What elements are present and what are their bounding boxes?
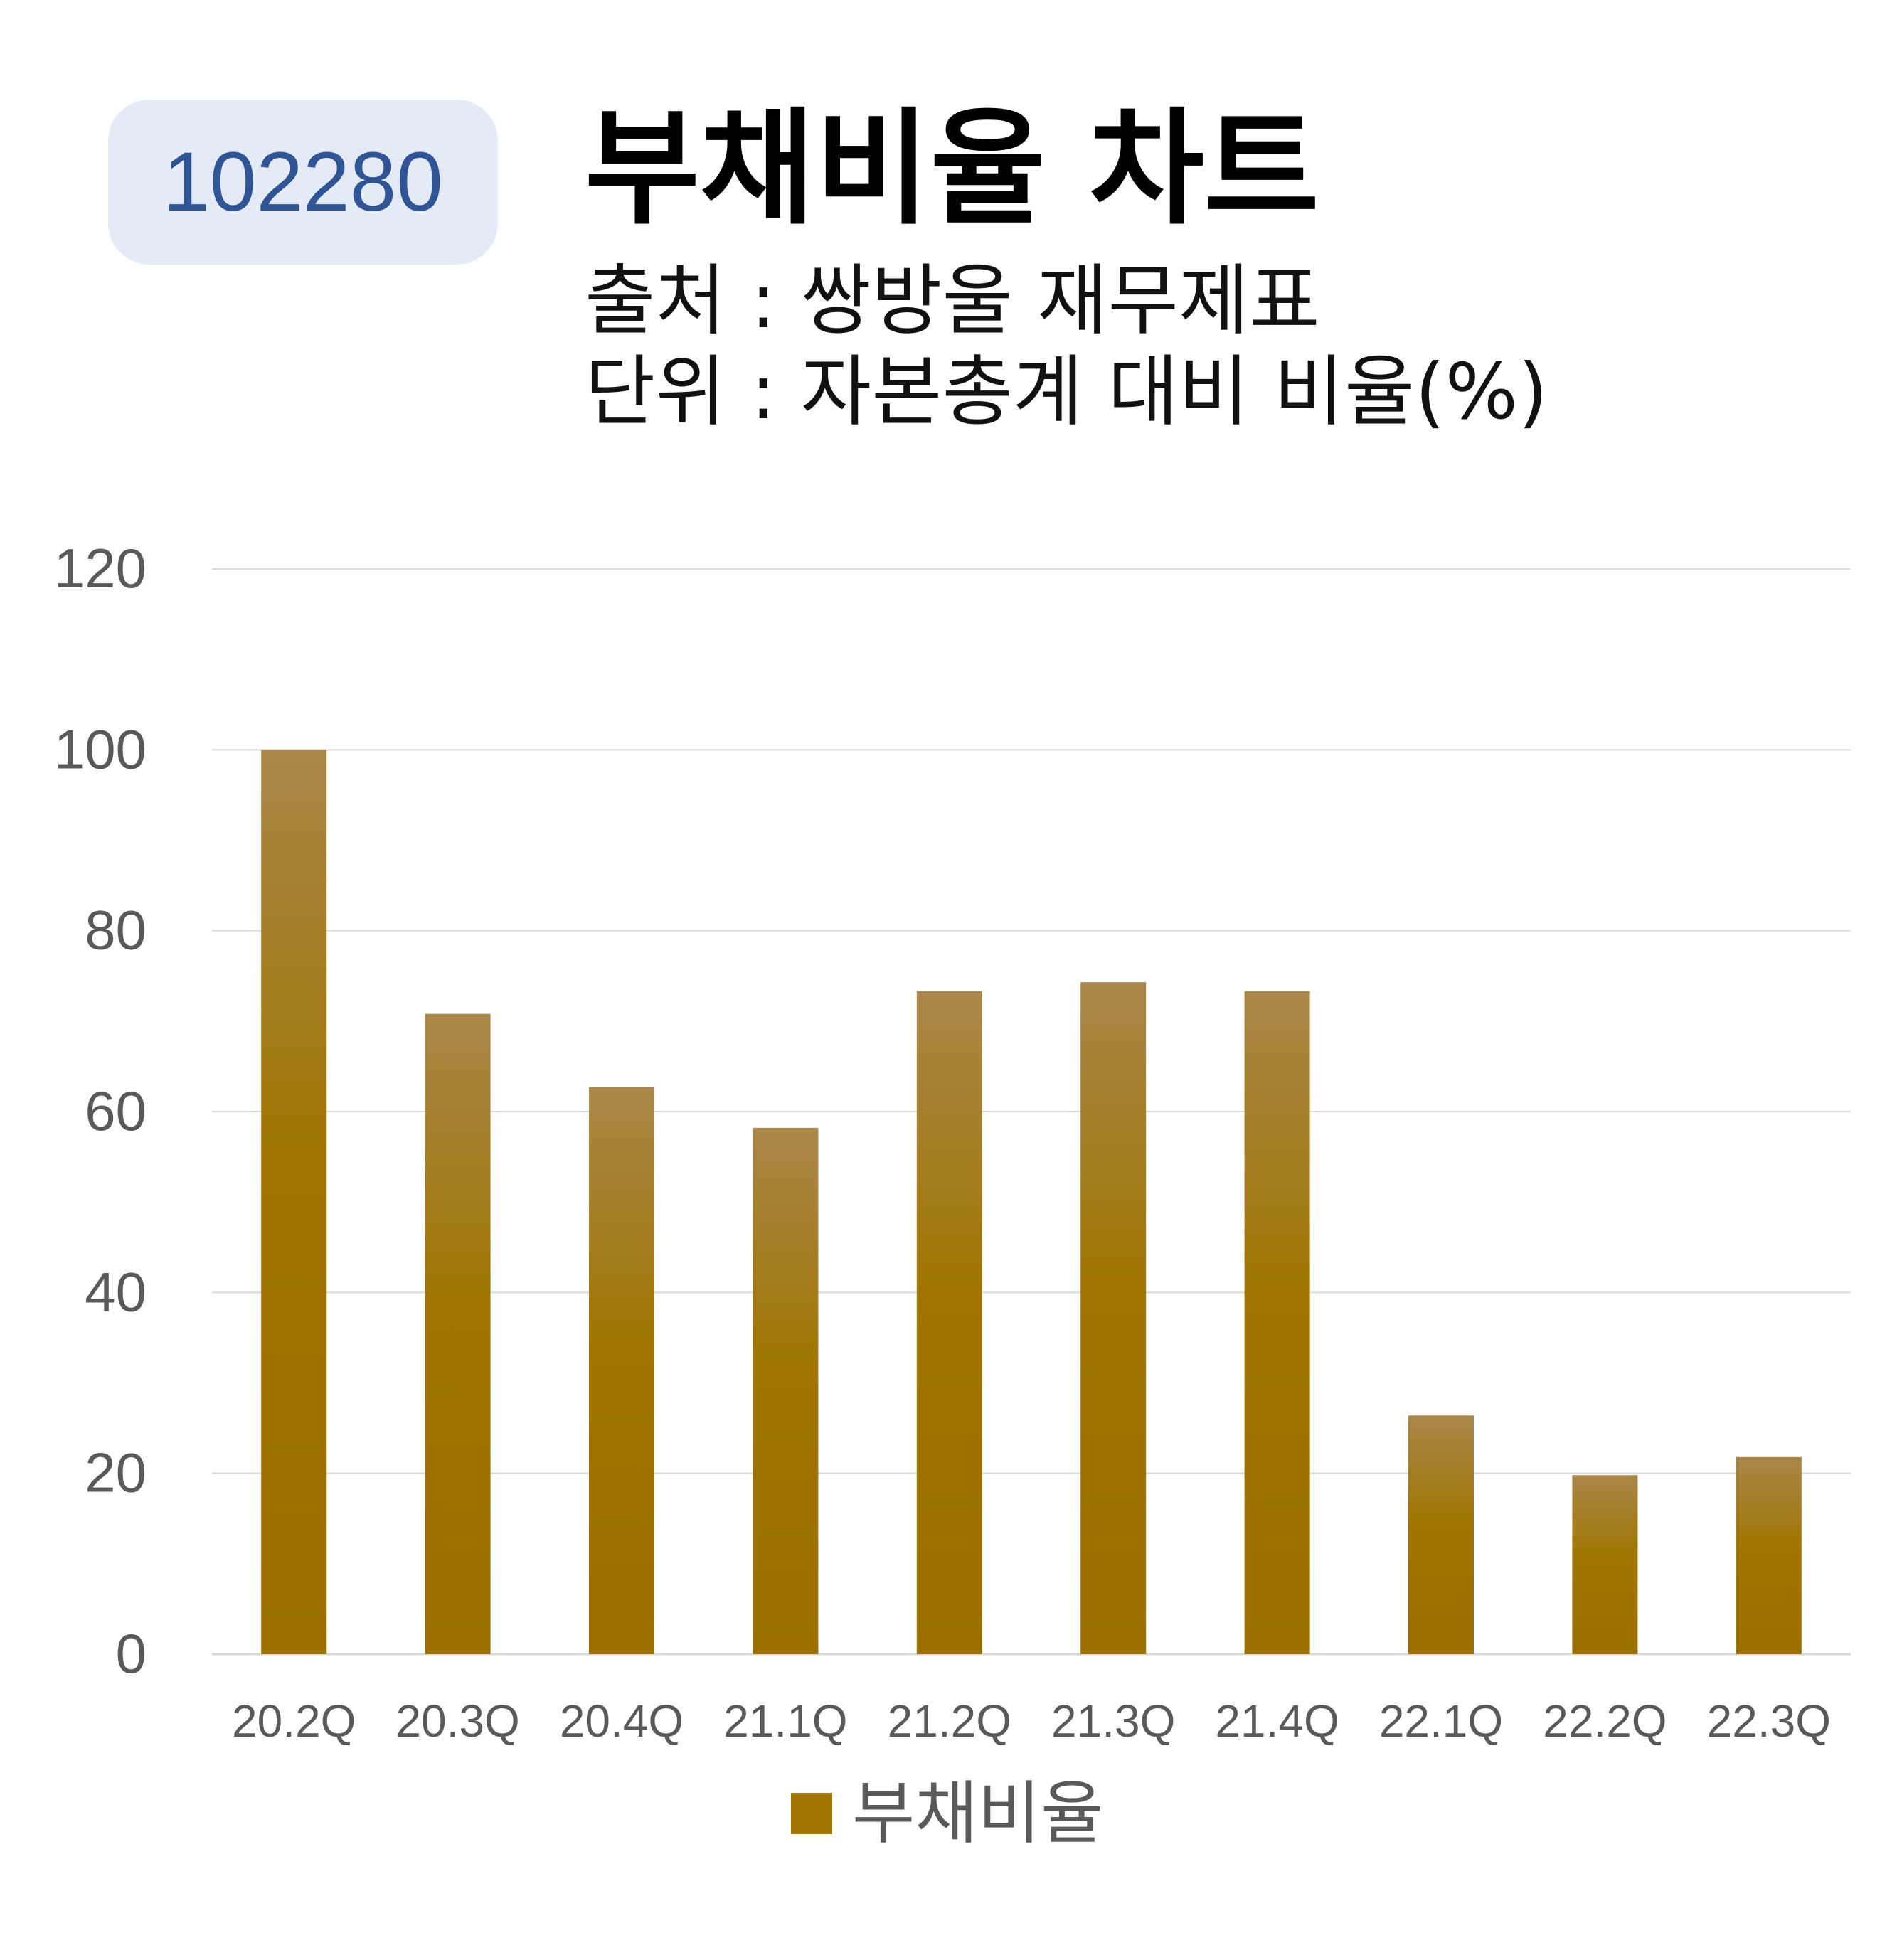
y-tick-label: 100 bbox=[54, 718, 147, 780]
bar-21.4Q bbox=[1244, 991, 1310, 1654]
bar-20.4Q bbox=[589, 1087, 654, 1654]
legend-label: 부채비율 bbox=[852, 1774, 1104, 1853]
x-tick-label: 20.3Q bbox=[395, 1695, 519, 1747]
bar-21.3Q bbox=[1080, 982, 1147, 1654]
x-tick-label: 22.2Q bbox=[1543, 1695, 1667, 1747]
x-tick-label: 21.3Q bbox=[1051, 1695, 1175, 1747]
y-tick-label: 0 bbox=[116, 1622, 147, 1685]
y-tick-label: 40 bbox=[85, 1260, 147, 1323]
y-axis-ticks: 0 20 40 60 80 100 120 bbox=[54, 537, 147, 1685]
source-note: 출처 : 쌍방울 재무제표 bbox=[585, 257, 1320, 346]
chart-title: 부채비율 차트 bbox=[585, 96, 1319, 242]
bar-22.3Q bbox=[1736, 1456, 1802, 1654]
legend-swatch bbox=[791, 1793, 832, 1834]
x-tick-label: 20.4Q bbox=[560, 1695, 684, 1747]
x-tick-label: 20.2Q bbox=[232, 1695, 356, 1747]
x-tick-label: 21.2Q bbox=[888, 1695, 1011, 1747]
bars bbox=[261, 750, 1802, 1654]
x-tick-label: 21.1Q bbox=[723, 1695, 847, 1747]
y-tick-label: 80 bbox=[85, 899, 147, 962]
x-axis-ticks: 20.2Q 20.3Q 20.4Q 21.1Q 21.2Q 21.3Q 21.4Q 22.1Q… bbox=[232, 1695, 1831, 1747]
bar-21.1Q bbox=[753, 1127, 819, 1654]
bar-21.2Q bbox=[916, 991, 982, 1654]
x-tick-label: 22.1Q bbox=[1379, 1695, 1503, 1747]
y-tick-label: 120 bbox=[54, 537, 147, 600]
bar-20.3Q bbox=[425, 1013, 491, 1654]
bar-22.1Q bbox=[1408, 1415, 1474, 1654]
x-tick-label: 21.4Q bbox=[1215, 1695, 1339, 1747]
stock-code-badge: 102280 bbox=[108, 100, 498, 265]
legend: 부채비율 bbox=[791, 1779, 1103, 1848]
bar-22.2Q bbox=[1572, 1475, 1638, 1654]
unit-note: 단위 : 자본총계 대비 비율(%) bbox=[585, 348, 1548, 437]
bar-20.2Q bbox=[261, 750, 327, 1654]
x-tick-label: 22.3Q bbox=[1707, 1695, 1831, 1747]
y-tick-label: 60 bbox=[85, 1080, 147, 1142]
y-tick-label: 20 bbox=[85, 1442, 147, 1504]
